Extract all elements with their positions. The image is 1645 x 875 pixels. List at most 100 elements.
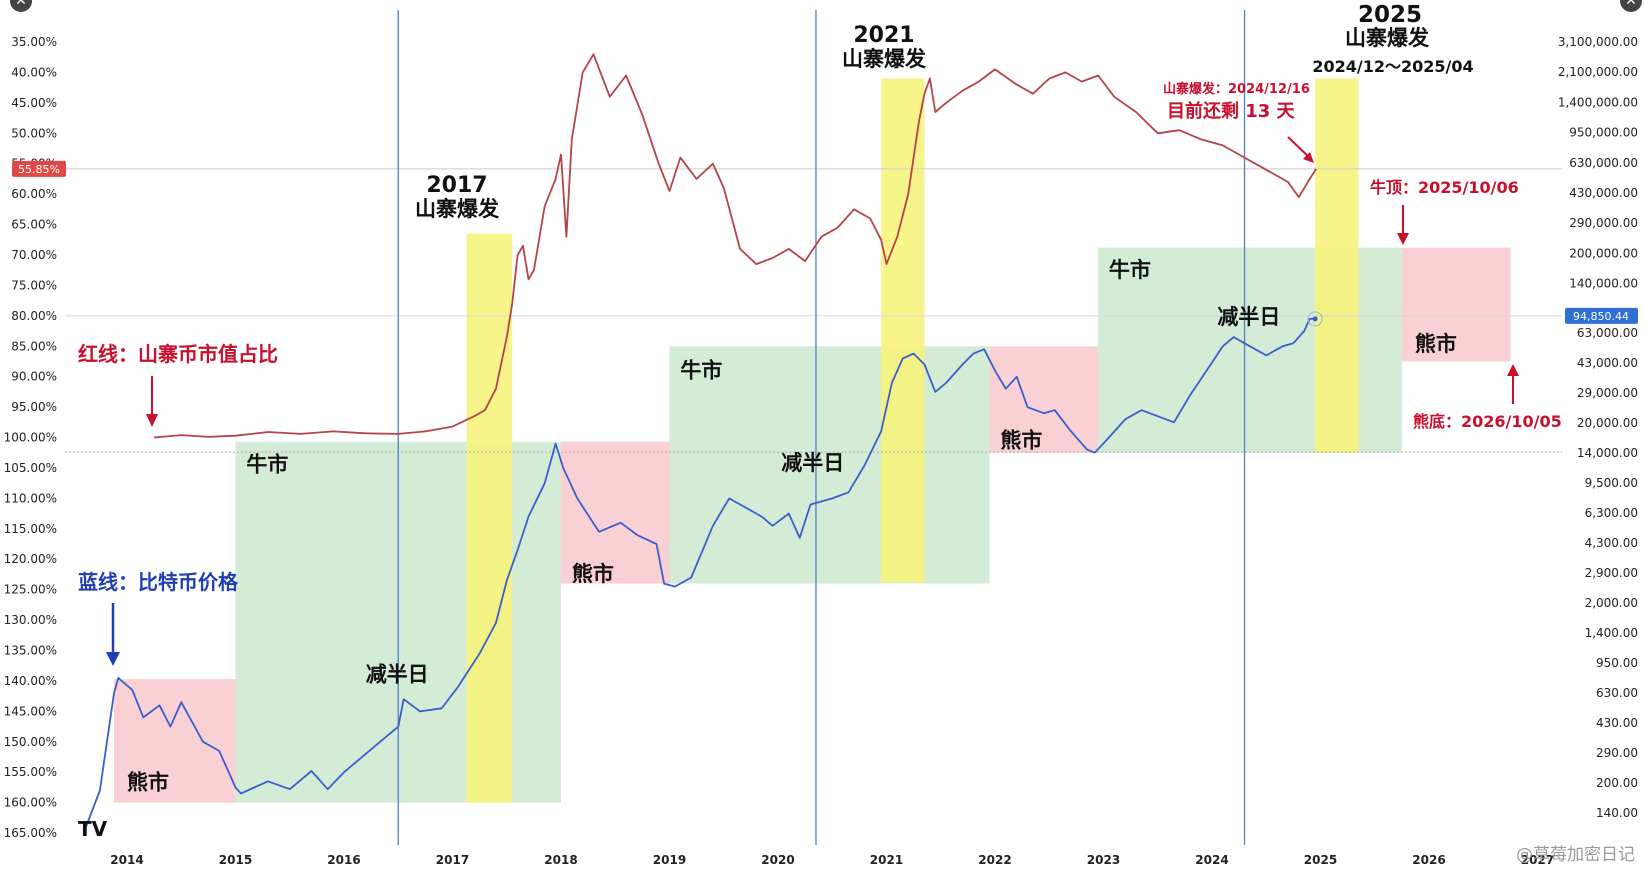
current-dominance-pill [12, 160, 66, 177]
halving-label: 减半日 [781, 451, 844, 475]
alt2025-label: 山寨爆发 [1345, 26, 1430, 50]
x-tick-label: 2017 [436, 853, 469, 867]
left-tick-label: 60.00% [11, 187, 57, 201]
alt-region-9 [1315, 78, 1359, 453]
left-tick-label: 135.00% [4, 644, 57, 658]
left-tick-label: 65.00% [11, 218, 57, 232]
right-tick-label: 630.00 [1596, 686, 1638, 700]
left-tick-label: 155.00% [4, 765, 57, 779]
close-icon[interactable]: ✕ [10, 0, 32, 12]
countdown-text: 目前还剩 13 天 [1167, 100, 1296, 122]
right-tick-label: 2,000.00 [1585, 596, 1638, 610]
bull-zone-label: 牛市 [1109, 258, 1151, 282]
left-tick-label: 120.00% [4, 552, 57, 566]
bear-region-6 [1401, 247, 1511, 362]
left-tick-label: 115.00% [4, 522, 57, 536]
blue-line-label: 蓝线：比特币价格 [78, 570, 239, 594]
series-line-0 [154, 53, 1317, 439]
bull-top-arrowhead [1397, 233, 1409, 245]
left-tick-label: 75.00% [11, 278, 57, 292]
bull-zone-label: 牛市 [246, 453, 288, 477]
alt2021-label: 山寨爆发 [842, 47, 927, 71]
x-tick-label: 2027 [1521, 853, 1554, 867]
bull-zone-label: 牛市 [680, 358, 722, 382]
x-tick-label: 2021 [870, 853, 903, 867]
bear-zone-label: 熊市 [572, 562, 614, 586]
bear-zone-label: 熊市 [1000, 428, 1042, 452]
left-tick-label: 85.00% [11, 339, 57, 353]
alt2025-range: 2024/12～2025/04 [1312, 57, 1473, 76]
countdown-arrowhead [1303, 152, 1314, 163]
right-tick-label: 200.00 [1596, 776, 1638, 790]
right-tick-label: 200,000.00 [1569, 246, 1638, 260]
right-tick-label: 2,100,000.00 [1558, 65, 1638, 79]
left-tick-label: 140.00% [4, 674, 57, 688]
alt2021-year: 2021 [853, 23, 914, 48]
left-tick-label: 45.00% [11, 96, 57, 110]
price-end-marker [1307, 311, 1323, 327]
left-tick-label: 150.00% [4, 735, 57, 749]
series-line-1 [82, 318, 1316, 834]
right-tick-label: 3,100,000.00 [1558, 35, 1638, 49]
alt-region-7 [466, 233, 513, 803]
tradingview-logo: TV [78, 817, 108, 841]
left-tick-label: 110.00% [4, 491, 57, 505]
right-tick-label: 140.00 [1596, 806, 1638, 820]
left-tick-label: 90.00% [11, 370, 57, 384]
left-tick-label: 35.00% [11, 35, 57, 49]
x-tick-label: 2014 [110, 853, 143, 867]
right-tick-label: 950,000.00 [1569, 126, 1638, 140]
x-tick-label: 2026 [1412, 853, 1445, 867]
right-tick-label: 140,000.00 [1569, 277, 1638, 291]
left-tick-label: 80.00% [11, 309, 57, 323]
bear-zone-label: 熊市 [127, 770, 169, 794]
left-tick-label: 160.00% [4, 796, 57, 810]
right-tick-label: 950.00 [1596, 656, 1638, 670]
right-tick-label: 430.00 [1596, 716, 1638, 730]
red-line-label: 红线：山寨币市值占比 [78, 342, 278, 366]
right-tick-label: 14,000.00 [1577, 446, 1638, 460]
bear-bottom-label: 熊底：2026/10/05 [1413, 412, 1562, 431]
left-tick-label: 100.00% [4, 431, 57, 445]
series-lines [82, 53, 1323, 834]
x-tick-label: 2016 [327, 853, 360, 867]
right-tick-label: 43,000.00 [1577, 356, 1638, 370]
right-tick-label: 1,400.00 [1585, 626, 1638, 640]
axes: 35.00%40.00%45.00%50.00%55.00%60.00%65.0… [4, 35, 1638, 867]
right-tick-label: 1,400,000.00 [1558, 95, 1638, 109]
left-tick-label: 165.00% [4, 826, 57, 840]
bear-region-0 [113, 679, 236, 803]
x-tick-label: 2024 [1195, 853, 1228, 867]
blue-line-arrowhead [106, 652, 120, 666]
bear-bottom-arrowhead [1507, 364, 1519, 376]
close-icon-right[interactable]: ✕ [1620, 0, 1642, 12]
alt2025-year: 2025 [1358, 2, 1422, 28]
right-tick-label: 20,000.00 [1577, 416, 1638, 430]
left-tick-label: 95.00% [11, 400, 57, 414]
left-tick-label: 130.00% [4, 613, 57, 627]
halving-label: 减半日 [366, 663, 429, 687]
right-tick-label: 290.00 [1596, 746, 1638, 760]
right-tick-label: 290,000.00 [1569, 216, 1638, 230]
grid-lines [65, 168, 1562, 453]
x-tick-label: 2022 [978, 853, 1011, 867]
left-tick-label: 70.00% [11, 248, 57, 262]
alt2017-year: 2017 [426, 173, 487, 198]
left-tick-label: 125.00% [4, 583, 57, 597]
annotations: 熊市牛市熊市牛市熊市牛市熊市减半日减半日减半日2017山寨爆发2021山寨爆发2… [78, 2, 1562, 794]
x-tick-label: 2023 [1087, 853, 1120, 867]
left-tick-label: 40.00% [11, 65, 57, 79]
left-tick-label: 50.00% [11, 126, 57, 140]
current-dominance-value: 55.85% [18, 163, 60, 176]
right-tick-label: 6,300.00 [1585, 506, 1638, 520]
right-tick-label: 9,500.00 [1585, 476, 1638, 490]
bull-region-3 [669, 346, 990, 584]
left-tick-label: 145.00% [4, 704, 57, 718]
bear-region-4 [989, 346, 1099, 453]
right-tick-label: 430,000.00 [1569, 186, 1638, 200]
x-tick-label: 2019 [653, 853, 686, 867]
watermark: @草莓加密日记 [1516, 845, 1635, 865]
countdown-date: 山寨爆发：2024/12/16 [1163, 81, 1310, 97]
x-tick-label: 2018 [544, 853, 577, 867]
red-line-arrowhead [146, 414, 158, 427]
